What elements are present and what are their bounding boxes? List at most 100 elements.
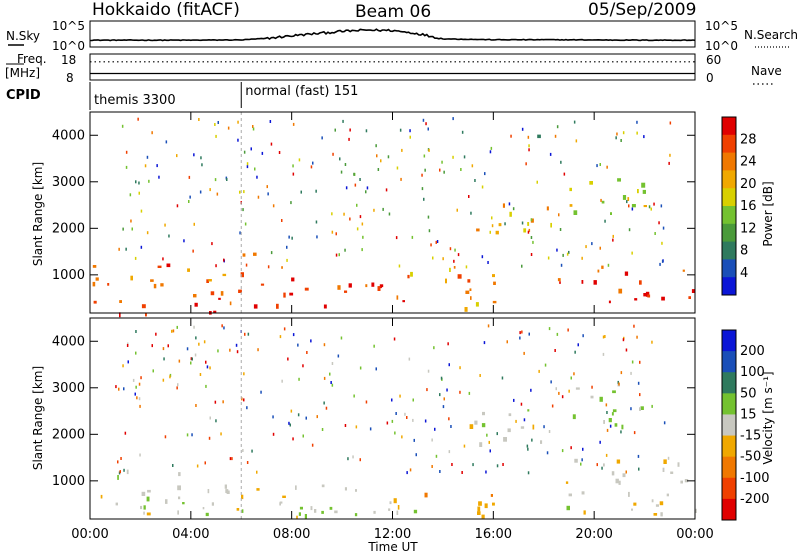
heatmap-cell	[176, 325, 178, 329]
heatmap-cell	[643, 135, 645, 139]
heatmap-cell	[436, 240, 439, 243]
heatmap-cell	[334, 510, 338, 514]
heatmap-cell	[481, 255, 484, 259]
heatmap-cell	[267, 265, 270, 269]
heatmap-cell	[267, 192, 269, 196]
heatmap-cell	[353, 172, 355, 176]
heatmap-cell	[92, 265, 97, 268]
colorbar-segment	[722, 170, 736, 189]
heatmap-cell	[201, 163, 203, 167]
heatmap-cell	[465, 290, 470, 294]
heatmap-cell	[452, 155, 454, 159]
heatmap-cell	[427, 215, 430, 219]
colorbar-tick-label: 8	[740, 244, 748, 259]
heatmap-cell	[422, 118, 425, 122]
heatmap-cell	[221, 324, 223, 328]
heatmap-cell	[406, 416, 408, 419]
heatmap-cell	[388, 508, 391, 511]
heatmap-cell	[662, 226, 665, 230]
velocity-cells	[100, 318, 697, 519]
heatmap-cell	[315, 189, 317, 193]
heatmap-cell	[469, 424, 474, 429]
heatmap-cell	[461, 130, 464, 134]
heatmap-cell	[130, 275, 133, 281]
heatmap-cell	[95, 277, 99, 281]
heatmap-cell	[559, 228, 562, 231]
heatmap-cell	[355, 489, 357, 492]
heatmap-cell	[396, 295, 399, 300]
heatmap-cell	[604, 335, 606, 338]
heatmap-cell	[399, 394, 401, 398]
heatmap-cell	[661, 241, 663, 245]
heatmap-cell	[636, 131, 638, 135]
heatmap-cell	[257, 348, 259, 352]
heatmap-cell	[439, 393, 441, 397]
heatmap-cell	[475, 302, 479, 307]
heatmap-cell	[147, 489, 151, 493]
heatmap-cell	[215, 134, 217, 138]
heatmap-cell	[424, 168, 426, 172]
date-title: 05/Sep/2009	[588, 0, 696, 20]
heatmap-cell	[373, 208, 375, 212]
heatmap-cell	[172, 464, 174, 467]
colorbar-segment	[722, 456, 736, 479]
heatmap-cell	[156, 164, 158, 168]
x-tick-label: 20:00	[575, 527, 612, 542]
heatmap-cell	[599, 246, 601, 250]
heatmap-cell	[507, 428, 511, 433]
heatmap-cell	[391, 398, 393, 402]
noise-left-tick-bottom: 10^0	[52, 39, 85, 53]
heatmap-cell	[667, 456, 670, 460]
heatmap-cell	[626, 200, 628, 204]
heatmap-cell	[637, 454, 640, 458]
cpid-row: CPID themis 3300 normal (fast) 151	[6, 82, 358, 110]
heatmap-cell	[660, 204, 663, 208]
heatmap-cell	[362, 235, 364, 239]
heatmap-cell	[642, 189, 646, 194]
heatmap-cell	[601, 265, 604, 269]
heatmap-cell	[599, 396, 603, 402]
heatmap-cell	[253, 252, 257, 256]
heatmap-cell	[508, 202, 511, 206]
heatmap-cell	[215, 264, 217, 268]
heatmap-cell	[332, 152, 334, 156]
heatmap-cell	[648, 205, 651, 209]
heatmap-cell	[236, 350, 239, 354]
heatmap-cell	[647, 294, 651, 298]
heatmap-cell	[569, 204, 573, 207]
heatmap-cell	[568, 250, 570, 254]
heatmap-cell	[214, 123, 216, 126]
heatmap-cell	[481, 185, 484, 189]
heatmap-cell	[298, 377, 300, 381]
heatmap-cell	[600, 198, 602, 202]
heatmap-cell	[556, 125, 559, 129]
heatmap-cell	[602, 335, 605, 339]
heatmap-cell	[206, 365, 209, 369]
heatmap-cell	[583, 510, 586, 515]
heatmap-cell	[139, 404, 141, 408]
heatmap-cell	[468, 195, 470, 198]
heatmap-cell	[636, 120, 638, 124]
heatmap-cell	[452, 117, 454, 121]
heatmap-cell	[448, 450, 451, 454]
heatmap-cell	[127, 360, 129, 364]
heatmap-cell	[162, 347, 165, 351]
heatmap-cell	[409, 468, 412, 472]
heatmap-cell	[474, 179, 476, 182]
heatmap-cell	[601, 466, 603, 470]
heatmap-cell	[141, 304, 146, 309]
heatmap-cell	[214, 400, 217, 404]
heatmap-cell	[125, 165, 128, 169]
heatmap-cell	[691, 289, 695, 293]
heatmap-cell	[581, 280, 584, 284]
heatmap-cell	[668, 161, 670, 165]
colorbar-tick-label: -100	[740, 471, 770, 486]
heatmap-cell	[637, 189, 639, 194]
heatmap-cell	[348, 137, 350, 141]
cpid-segment-normal: normal (fast) 151	[245, 84, 358, 99]
heatmap-cell	[638, 467, 640, 471]
heatmap-cell	[421, 187, 424, 191]
heatmap-cell	[140, 209, 143, 213]
heatmap-cell	[356, 227, 359, 231]
x-tick-label: 00:00	[676, 527, 713, 542]
